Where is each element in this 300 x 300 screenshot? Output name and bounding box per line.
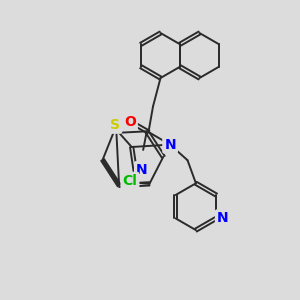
Text: N: N bbox=[136, 163, 148, 177]
Text: N: N bbox=[217, 212, 229, 225]
Text: O: O bbox=[124, 115, 136, 128]
Text: Cl: Cl bbox=[122, 174, 137, 188]
Text: S: S bbox=[110, 118, 120, 132]
Text: N: N bbox=[164, 138, 176, 152]
